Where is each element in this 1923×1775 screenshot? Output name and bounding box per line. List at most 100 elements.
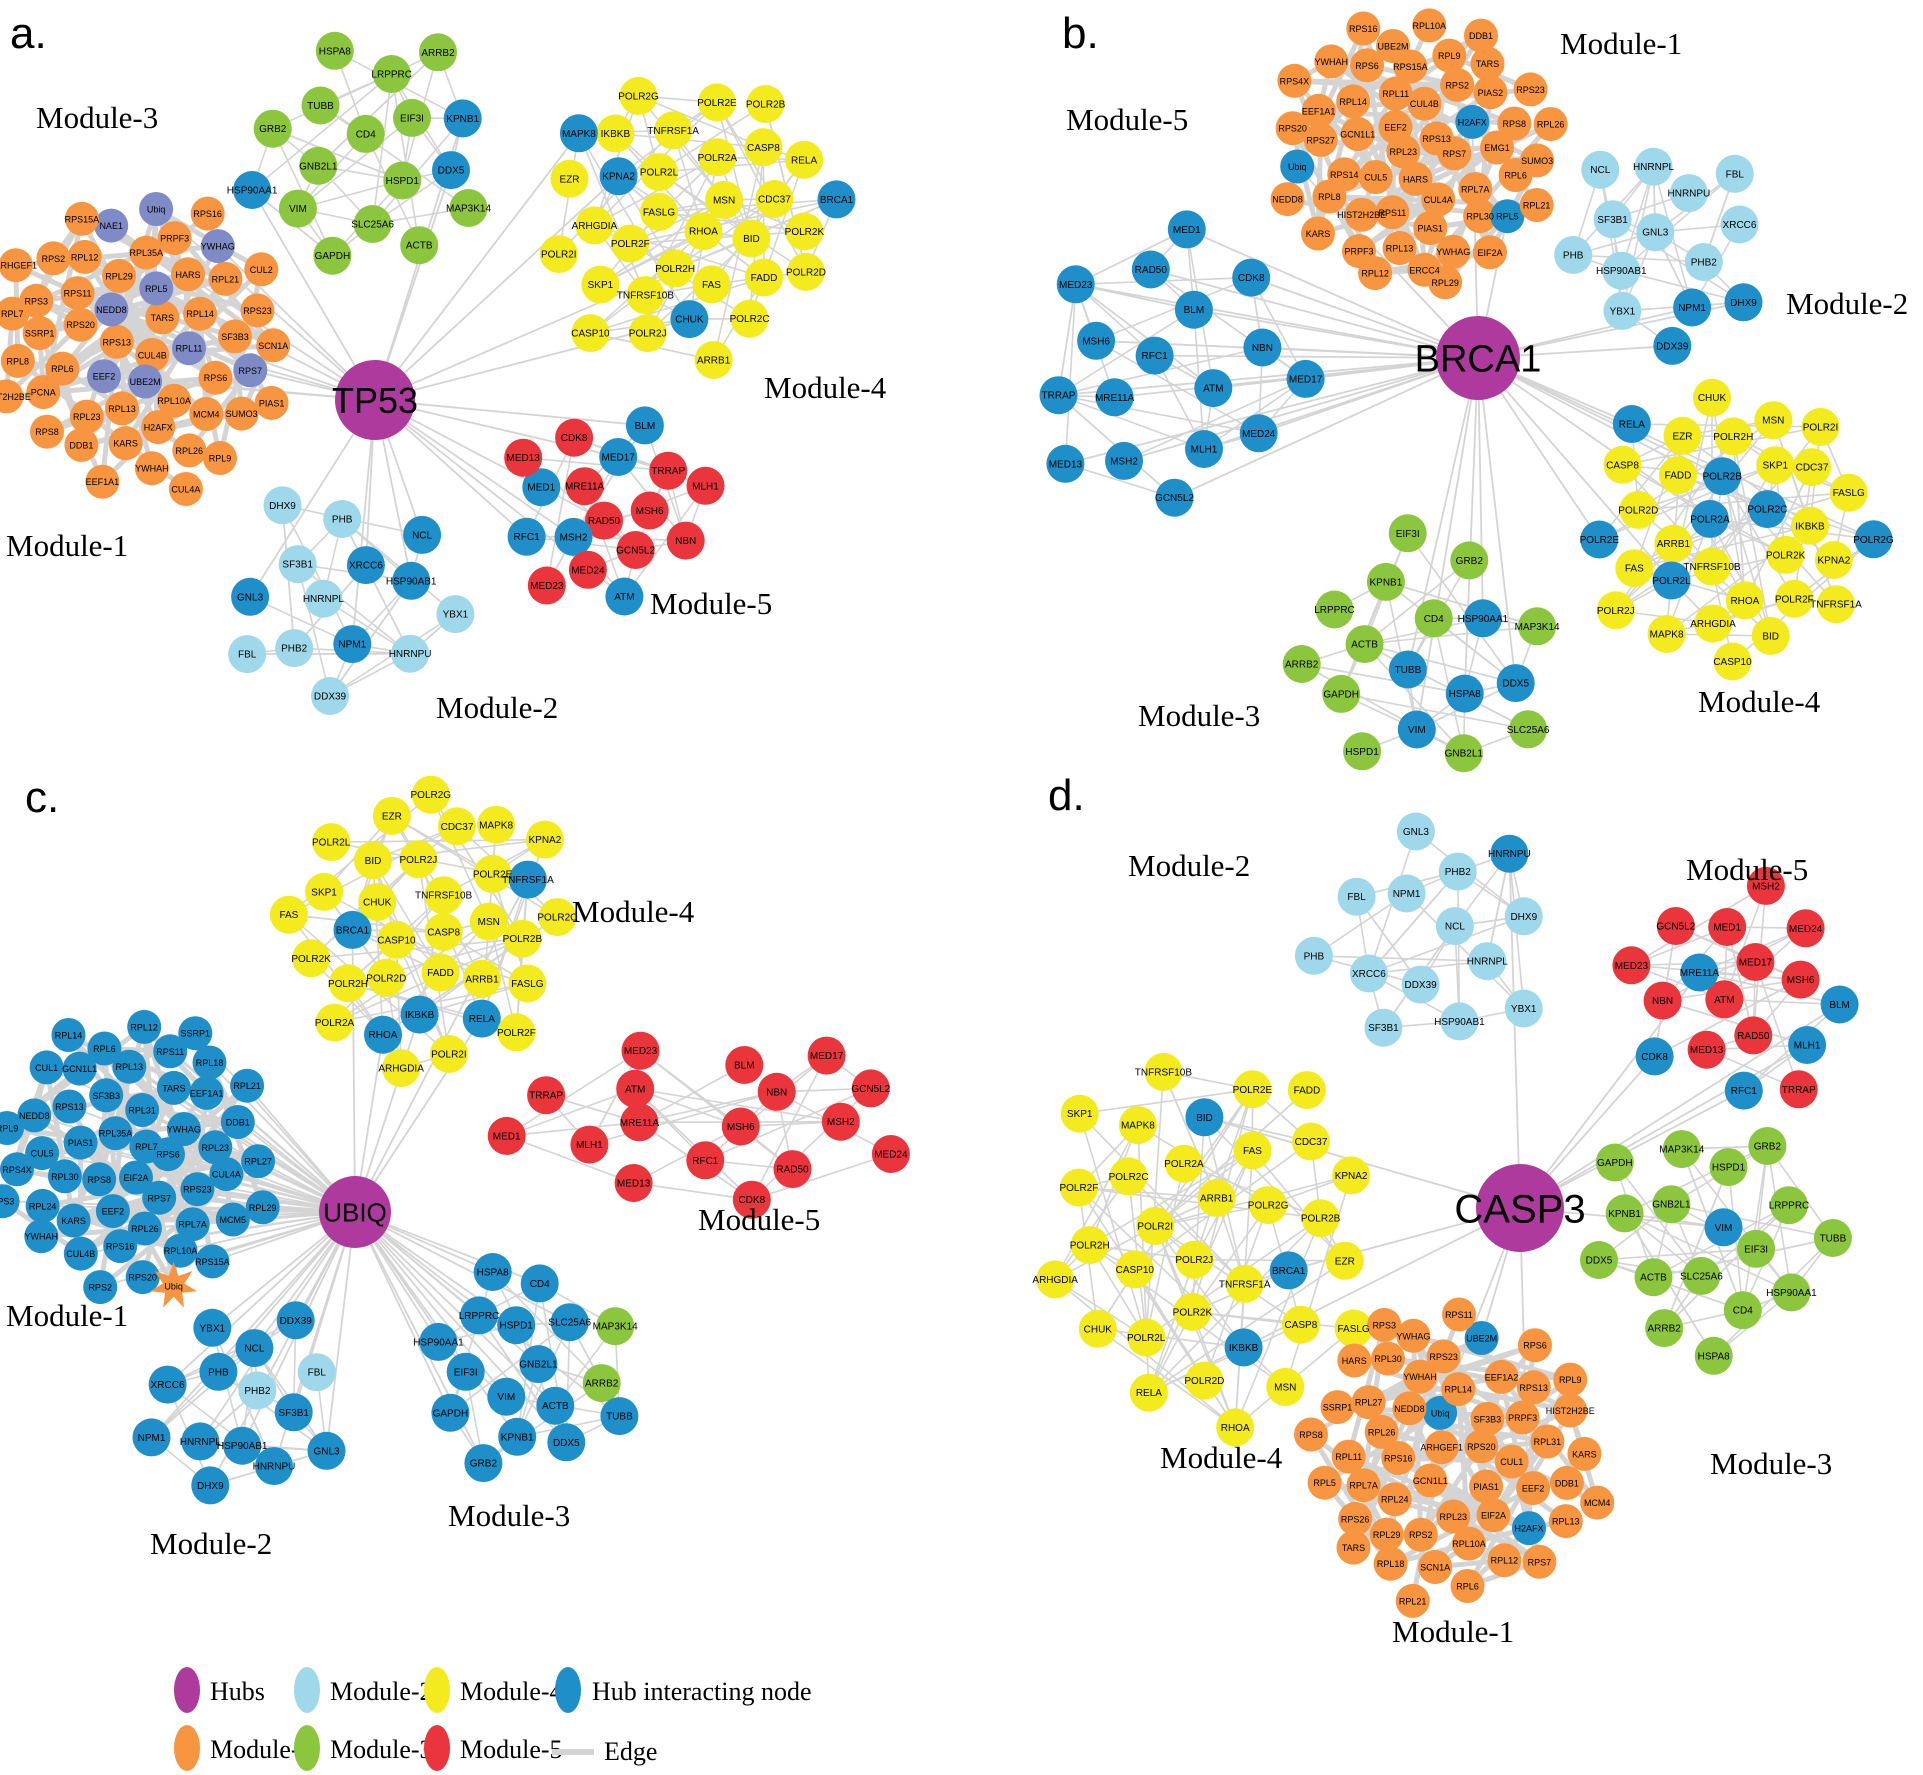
edge bbox=[1058, 394, 1259, 435]
node-DDB1 bbox=[1549, 1465, 1584, 1500]
node-CDK8 bbox=[555, 418, 594, 457]
node-FADD bbox=[1287, 1071, 1326, 1110]
node-MSN bbox=[469, 902, 508, 941]
node-TNFRSF10B bbox=[626, 276, 665, 315]
node-label-DDX5: DDX5 bbox=[553, 1438, 580, 1449]
node-H2AFX bbox=[141, 410, 176, 445]
node-label-RPL23: RPL23 bbox=[1390, 147, 1418, 157]
node-KARS bbox=[1567, 1436, 1602, 1471]
node-label-CDK8: CDK8 bbox=[738, 1195, 765, 1206]
node-RPL10A bbox=[1452, 1526, 1486, 1561]
hub-spoke bbox=[374, 175, 620, 401]
node-GNL3 bbox=[1396, 812, 1435, 851]
node-RPL7A bbox=[1346, 1468, 1381, 1503]
node-NCL bbox=[403, 515, 442, 554]
node-MED1 bbox=[1167, 210, 1206, 249]
node-label-SLC25A6: SLC25A6 bbox=[1507, 725, 1550, 736]
edge bbox=[1301, 663, 1465, 695]
legend-module4-marker bbox=[424, 1667, 450, 1713]
node-KPNA2 bbox=[525, 820, 564, 859]
edge bbox=[1385, 581, 1538, 628]
node-label-RHOA: RHOA bbox=[369, 1030, 398, 1041]
node-label-RPL12: RPL12 bbox=[1491, 1556, 1519, 1566]
node-RFC1 bbox=[1135, 336, 1174, 375]
node-label-BRCA1: BRCA1 bbox=[336, 925, 370, 936]
node-TUBB bbox=[1813, 1219, 1852, 1257]
node-label-ARHGDIA: ARHGDIA bbox=[378, 1064, 424, 1075]
node-label-RPL10A: RPL10A bbox=[1452, 1539, 1486, 1549]
node-label-ARHGEF1: ARHGEF1 bbox=[1420, 1443, 1463, 1453]
node-POLR2B bbox=[503, 919, 542, 958]
legend-module3-marker bbox=[294, 1725, 320, 1771]
node-EEF2 bbox=[1516, 1471, 1551, 1506]
node-RPL29 bbox=[102, 258, 136, 293]
node-label-HARS: HARS bbox=[175, 270, 200, 280]
node-DDB1 bbox=[220, 1105, 255, 1139]
node-label-YWHAG: YWHAG bbox=[1396, 1331, 1430, 1341]
node-label-RPS23: RPS23 bbox=[1516, 85, 1545, 95]
node-RPL5 bbox=[1490, 199, 1525, 234]
node-label-RELA: RELA bbox=[1136, 1388, 1162, 1399]
node-XRCC6 bbox=[346, 546, 385, 585]
node-label-RPS11: RPS11 bbox=[156, 1047, 184, 1057]
node-label-GNL3: GNL3 bbox=[237, 592, 264, 603]
node-RPL7A bbox=[175, 1207, 210, 1242]
node-label-POLR2J: POLR2J bbox=[1597, 606, 1635, 617]
node-YBX1 bbox=[193, 1308, 232, 1347]
node-label-DHX9: DHX9 bbox=[269, 501, 296, 512]
node-label-POLR2K: POLR2K bbox=[291, 954, 331, 965]
node-label-EIF3I: EIF3I bbox=[1396, 529, 1420, 540]
node-label-RPL29: RPL29 bbox=[1431, 278, 1459, 288]
hub-spoke bbox=[199, 1211, 356, 1442]
edge bbox=[546, 437, 575, 586]
node-label-DHX9: DHX9 bbox=[1730, 298, 1757, 309]
node-SF3B1 bbox=[274, 1393, 313, 1432]
node-label-RPL14: RPL14 bbox=[1339, 97, 1367, 107]
node-label-KPNB1: KPNB1 bbox=[446, 114, 479, 125]
node-label-RPL12: RPL12 bbox=[71, 252, 99, 262]
node-FASLG bbox=[508, 964, 547, 1003]
edge bbox=[297, 117, 413, 210]
node-label-GRB2: GRB2 bbox=[1456, 556, 1484, 567]
node-label-RPS23: RPS23 bbox=[183, 1185, 212, 1195]
node-label-MCM4: MCM4 bbox=[193, 410, 220, 420]
node-SF3B3 bbox=[218, 319, 252, 354]
node-label-PCNA: PCNA bbox=[31, 388, 56, 398]
edge bbox=[1620, 173, 1736, 272]
node-label-CASP8: CASP8 bbox=[1285, 1320, 1318, 1331]
node-RPL14 bbox=[1441, 1372, 1476, 1407]
node-label-DHX9: DHX9 bbox=[1510, 912, 1537, 923]
node-RPS2 bbox=[1403, 1517, 1438, 1552]
node-CDC37 bbox=[1793, 448, 1831, 487]
node-label-LRPPRC: LRPPRC bbox=[1314, 605, 1355, 616]
node-MED24 bbox=[1786, 909, 1825, 948]
hub-spoke bbox=[1477, 357, 1723, 478]
node-MAP3K14 bbox=[596, 1307, 635, 1346]
node-label-RPL7A: RPL7A bbox=[1349, 1481, 1378, 1491]
node-RPL10A bbox=[163, 1233, 198, 1268]
node-RHOA bbox=[364, 1015, 402, 1054]
node-POLR2J bbox=[1175, 1240, 1214, 1279]
node-label-PIAS1: PIAS1 bbox=[68, 1138, 94, 1148]
node-HSP90AA1 bbox=[1772, 1273, 1811, 1312]
node-RELA bbox=[785, 140, 824, 179]
node-RPL26 bbox=[1533, 107, 1568, 141]
node-label-DDX39: DDX39 bbox=[1404, 980, 1437, 991]
node-RPL29 bbox=[245, 1190, 280, 1225]
node-label-LRPPRC: LRPPRC bbox=[1769, 1201, 1810, 1212]
hub-spoke bbox=[2, 1200, 356, 1213]
labels: Module-4 Module-1 Module-5 Module-2 Module-3… bbox=[6, 894, 820, 1561]
node-label-RPL8: RPL8 bbox=[1318, 192, 1341, 202]
node-POLR2J bbox=[399, 840, 438, 879]
node-LRPPRC bbox=[1315, 590, 1354, 629]
node-label-BID: BID bbox=[1762, 631, 1779, 642]
node-HSP90AA1 bbox=[419, 1322, 458, 1361]
node-HNRNPU bbox=[255, 1447, 293, 1486]
node-label-RPS11: RPS11 bbox=[1378, 208, 1406, 218]
node-label-HSPD1: HSPD1 bbox=[1345, 747, 1379, 758]
node-RPS13 bbox=[52, 1089, 87, 1124]
legend-hubs-marker bbox=[174, 1667, 200, 1713]
node-SF3B1 bbox=[278, 545, 317, 584]
node-ARHGDIA bbox=[1036, 1260, 1075, 1299]
node-ARHGEF1 bbox=[0, 248, 33, 283]
